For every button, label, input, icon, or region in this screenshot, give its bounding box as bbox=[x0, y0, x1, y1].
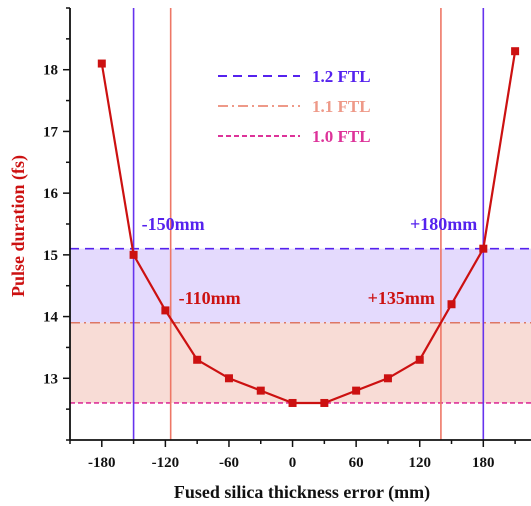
legend-label: 1.2 FTL bbox=[312, 67, 371, 86]
y-axis-title: Pulse duration (fs) bbox=[8, 155, 29, 297]
data-series bbox=[97, 47, 520, 407]
axes: -180 -120 -60 0 60 120 180 13 14 15 16 17 18 bbox=[43, 7, 531, 471]
x-tick-label: -120 bbox=[152, 455, 180, 471]
x-axis-title: Fused silica thickness error (mm) bbox=[174, 482, 430, 503]
series-line bbox=[100, 51, 517, 405]
data-point bbox=[193, 355, 202, 364]
data-point bbox=[383, 374, 392, 383]
x-tick-label: 0 bbox=[289, 455, 297, 471]
legend: 1.2 FTL 1.1 FTL 1.0 FTL bbox=[218, 67, 371, 146]
data-point bbox=[256, 386, 265, 395]
shaded-band bbox=[70, 322, 531, 403]
annotation-label: -150mm bbox=[142, 214, 205, 234]
shaded-band bbox=[70, 248, 531, 323]
y-tick-label: 13 bbox=[43, 371, 58, 387]
data-point bbox=[447, 300, 456, 309]
data-point bbox=[129, 250, 138, 259]
vertical-reference-lines bbox=[132, 8, 485, 440]
data-point bbox=[288, 398, 297, 407]
data-point bbox=[479, 244, 488, 253]
data-point bbox=[511, 47, 520, 56]
y-tick-label: 16 bbox=[43, 186, 59, 202]
y-tick-label: 15 bbox=[43, 248, 58, 264]
annotation-label: -110mm bbox=[179, 288, 241, 308]
shaded-bands bbox=[70, 248, 531, 403]
data-point bbox=[415, 355, 424, 364]
annotations: -150mm +180mm -110mm +135mm bbox=[142, 214, 478, 308]
x-tick-label: -60 bbox=[219, 455, 239, 471]
x-tick-label: 120 bbox=[408, 455, 431, 471]
horizontal-reference-lines bbox=[70, 247, 531, 404]
x-tick-label: -180 bbox=[88, 455, 116, 471]
data-point bbox=[161, 306, 170, 315]
annotation-label: +135mm bbox=[368, 288, 435, 308]
annotation-label: +180mm bbox=[410, 214, 477, 234]
y-tick-label: 18 bbox=[43, 63, 58, 79]
legend-label: 1.0 FTL bbox=[312, 127, 371, 146]
x-tick-label: 180 bbox=[472, 455, 495, 471]
data-point bbox=[352, 386, 361, 395]
data-point bbox=[320, 398, 329, 407]
x-tick-label: 60 bbox=[349, 455, 364, 471]
y-tick-label: 14 bbox=[43, 310, 59, 326]
legend-label: 1.1 FTL bbox=[312, 97, 371, 116]
data-point bbox=[224, 374, 233, 383]
data-point bbox=[97, 59, 106, 68]
y-tick-label: 17 bbox=[43, 124, 59, 140]
